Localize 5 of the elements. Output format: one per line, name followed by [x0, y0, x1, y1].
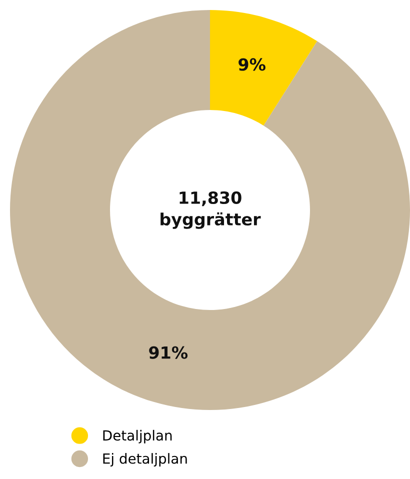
- text: 11,830 byggrätter: [160, 191, 261, 229]
- legend-label: Ej detaljplan: [103, 453, 187, 466]
- data-label: 91%: [149, 346, 188, 359]
- legend-label: Detaljplan: [103, 430, 172, 444]
- data-label: 9%: [238, 58, 266, 71]
